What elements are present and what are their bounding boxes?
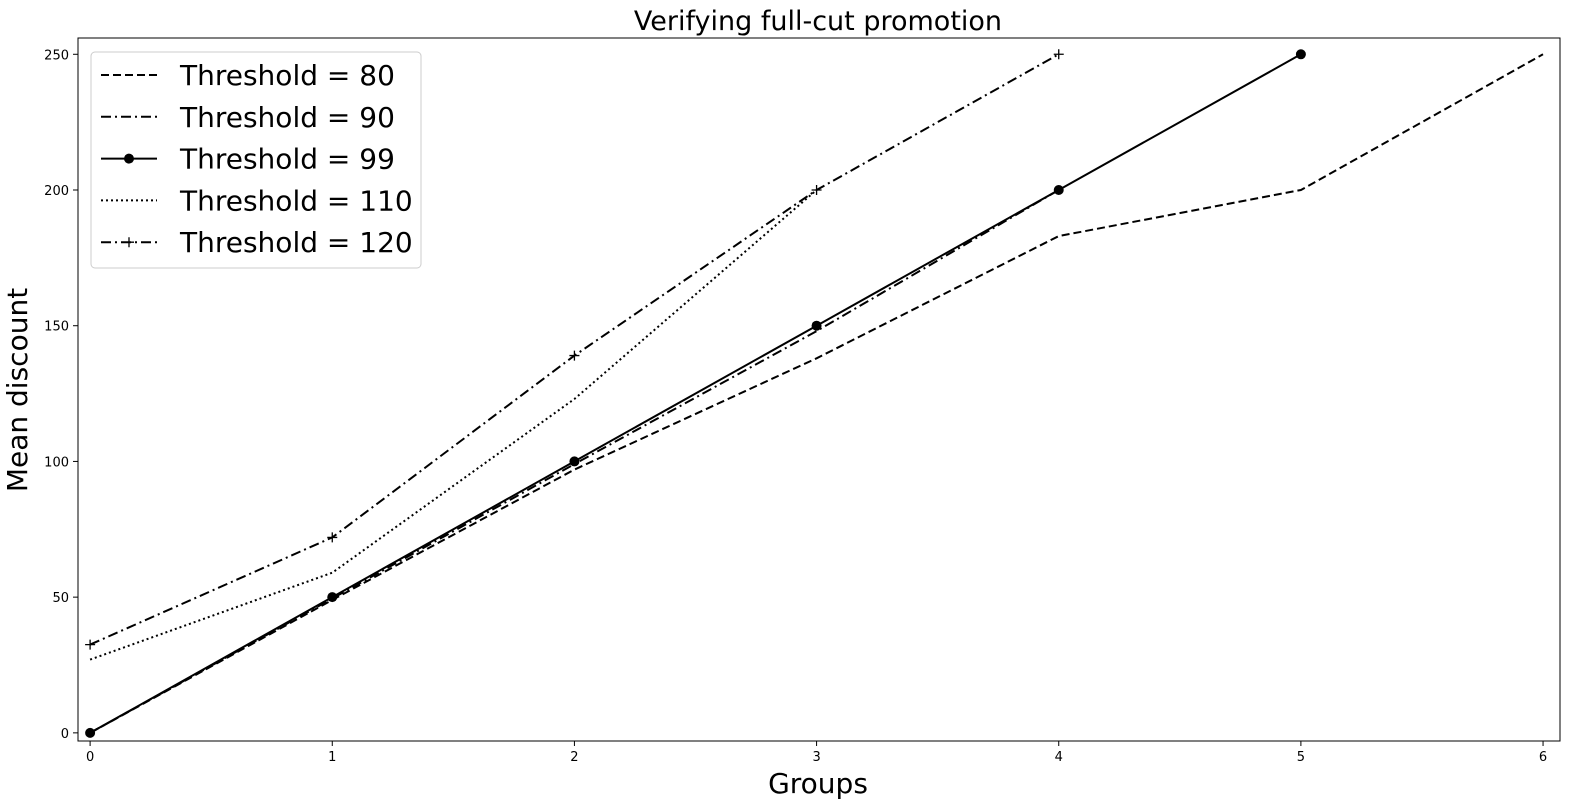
data-point: [1053, 185, 1064, 195]
y-tick-label: 50: [52, 591, 69, 606]
legend-label: Threshold = 90: [179, 101, 395, 134]
x-tick-label: 2: [570, 750, 578, 765]
x-tick-label: 1: [328, 750, 336, 765]
x-tick-label: 6: [1539, 750, 1547, 765]
legend-label: Threshold = 110: [179, 184, 413, 217]
chart-title: Verifying full-cut promotion: [634, 6, 1002, 37]
data-point: [811, 320, 822, 331]
series-line: [89, 189, 818, 661]
y-tick-label: 250: [44, 48, 69, 63]
legend: Threshold = 80 Threshold = 90 Threshold = …: [90, 51, 422, 269]
x-axis-title: Groups: [768, 767, 868, 800]
data-point: [327, 592, 338, 603]
x-tick-label: 5: [1297, 750, 1305, 765]
series-line: [89, 53, 1302, 734]
data-point: [327, 532, 338, 543]
legend-box: [90, 51, 422, 269]
x-tick-label: 3: [812, 750, 820, 765]
y-tick-label: 100: [44, 455, 69, 470]
y-tick-label: 0: [61, 727, 69, 742]
data-point: [569, 350, 580, 361]
data-point: [811, 185, 822, 195]
plot-area: 0 1 2 3 4 5 6 0 50 100 150 200 250: [44, 37, 1561, 765]
x-tick-label: 4: [1055, 750, 1063, 765]
plot-frame: [77, 37, 1561, 742]
legend-label: Threshold = 99: [179, 143, 395, 176]
y-tick-label: 200: [44, 184, 69, 199]
legend-marker: [124, 153, 134, 164]
y-tick-label: 150: [44, 320, 69, 335]
x-tick-label: 0: [86, 750, 94, 765]
y-axis-title: Mean discount: [1, 288, 34, 492]
data-point: [85, 727, 96, 738]
data-point: [1053, 49, 1064, 60]
legend-marker: [124, 237, 134, 248]
legend-label: Threshold = 80: [179, 59, 395, 92]
legend-label: Threshold = 120: [179, 226, 413, 259]
data-point: [1295, 49, 1306, 60]
data-point: [569, 456, 580, 467]
data-point: [85, 639, 96, 650]
